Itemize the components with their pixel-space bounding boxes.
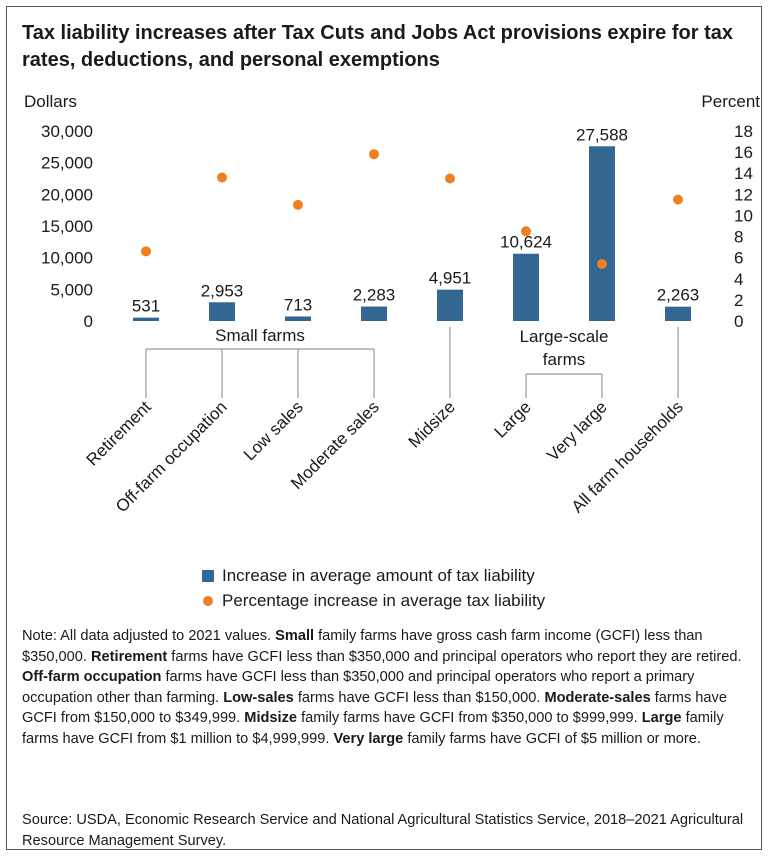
note-definition: farms have GCFI less than $350,000 and p… xyxy=(22,669,695,706)
note-term: Moderate-sales xyxy=(544,689,651,706)
y-tick-label-left: 20,000 xyxy=(41,185,93,204)
percent-dot xyxy=(597,259,607,269)
bar xyxy=(589,146,615,321)
y-tick-label-right: 12 xyxy=(734,185,753,204)
legend-bar-label: Increase in average amount of tax liabil… xyxy=(222,565,535,585)
bar-value-label: 531 xyxy=(132,297,160,316)
y-tick-label-right: 8 xyxy=(734,228,743,247)
note-term: Off-farm occupation xyxy=(22,669,162,685)
y-tick-label-left: 5,000 xyxy=(50,280,93,299)
legend-item-dots: Percentage increase in average tax liabi… xyxy=(202,588,545,613)
y-tick-label-left: 25,000 xyxy=(41,154,93,173)
bar xyxy=(437,289,463,321)
bar-value-label: 10,624 xyxy=(500,233,552,252)
group-label-large-scale-farms: Large-scale farms xyxy=(520,327,609,369)
group-label-word: farms xyxy=(543,350,586,369)
y-tick-label-right: 14 xyxy=(734,164,753,183)
note-definition: farms have GCFI less than $150,000. xyxy=(293,689,541,706)
y-tick-label-right: 6 xyxy=(734,249,743,268)
percent-dot xyxy=(293,199,303,210)
y-tick-label-right: 16 xyxy=(734,143,753,162)
y-tick-label-right: 0 xyxy=(734,312,743,331)
legend-dot-swatch xyxy=(203,595,213,606)
y-tick-label-right: 10 xyxy=(734,206,753,225)
group-label-word: Large-scale xyxy=(520,327,609,346)
note-definition: farms have GCFI less than $350,000 and p… xyxy=(167,648,742,665)
chart-title: Tax liability increases after Tax Cuts a… xyxy=(22,22,733,71)
note-term: Retirement xyxy=(91,648,168,665)
bar xyxy=(513,253,539,321)
bar-value-label: 2,953 xyxy=(201,281,244,300)
y-tick-label-left: 10,000 xyxy=(41,249,93,268)
y-tick-label-left: 15,000 xyxy=(41,217,93,236)
y-tick-label-left: 30,000 xyxy=(41,122,93,141)
category-label: Large xyxy=(491,397,535,441)
percent-dot xyxy=(141,246,151,257)
bar xyxy=(361,306,387,321)
percent-dot xyxy=(217,172,227,183)
category-label: Midsize xyxy=(405,397,459,451)
bar xyxy=(665,306,691,321)
note-definition: family farms have gross cash farm income… xyxy=(22,628,703,665)
group-label-small-farms: Small farms xyxy=(215,326,305,345)
legend-bar-swatch xyxy=(202,569,214,582)
legend-item-bars: Increase in average amount of tax liabil… xyxy=(202,563,545,588)
y-tick-label-right: 2 xyxy=(734,291,743,310)
bar-value-label: 2,263 xyxy=(657,286,700,305)
note-definition: family farms have GCFI from $1 million t… xyxy=(22,710,724,747)
category-label: Very large xyxy=(543,397,611,465)
y-axis-title-left: Dollars xyxy=(24,92,77,111)
note-term: Small xyxy=(275,628,315,644)
note-term: Midsize xyxy=(244,710,298,726)
percent-dot xyxy=(521,226,531,237)
percent-dot xyxy=(369,149,379,160)
figure-frame xyxy=(6,6,762,850)
note-term: Large xyxy=(641,710,682,726)
note-definition: family farms have GCFI from $350,000 to … xyxy=(297,710,638,726)
note-definition: family farms have GCFI of $5 million or … xyxy=(403,730,701,747)
legend-dot-label: Percentage increase in average tax liabi… xyxy=(222,590,546,610)
category-label: Retirement xyxy=(83,397,155,469)
bar-value-label: 2,283 xyxy=(353,286,396,305)
bar-value-label: 4,951 xyxy=(429,269,472,288)
y-tick-label-right: 4 xyxy=(734,270,743,289)
note-definition: farms have GCFI from $150,000 to $349,99… xyxy=(22,689,727,727)
chart-svg: Dollars Percent05,00010,00015,00020,00025… xyxy=(24,92,760,516)
bar xyxy=(209,302,235,321)
note-prefix: Note: All data adjusted to 2021 values. xyxy=(22,628,272,644)
category-label: Low sales xyxy=(240,397,307,464)
source-text: Source: USDA, Economic Research Service … xyxy=(22,812,744,849)
bar xyxy=(133,317,159,321)
legend: Increase in average amount of tax liabil… xyxy=(202,563,545,613)
note-text: Note: All data adjusted to 2021 values. … xyxy=(22,626,760,749)
note-term: Low-sales xyxy=(223,689,294,706)
bar-value-label: 27,588 xyxy=(576,125,628,144)
bar-value-label: 713 xyxy=(284,295,312,314)
y-tick-label-left: 0 xyxy=(84,312,93,331)
y-axis-title-right: Percent xyxy=(701,92,760,111)
bar xyxy=(285,316,311,321)
y-tick-label-right: 18 xyxy=(734,122,753,141)
percent-dot xyxy=(445,173,455,184)
percent-dot xyxy=(673,194,683,205)
note-term: Very large xyxy=(333,730,404,747)
